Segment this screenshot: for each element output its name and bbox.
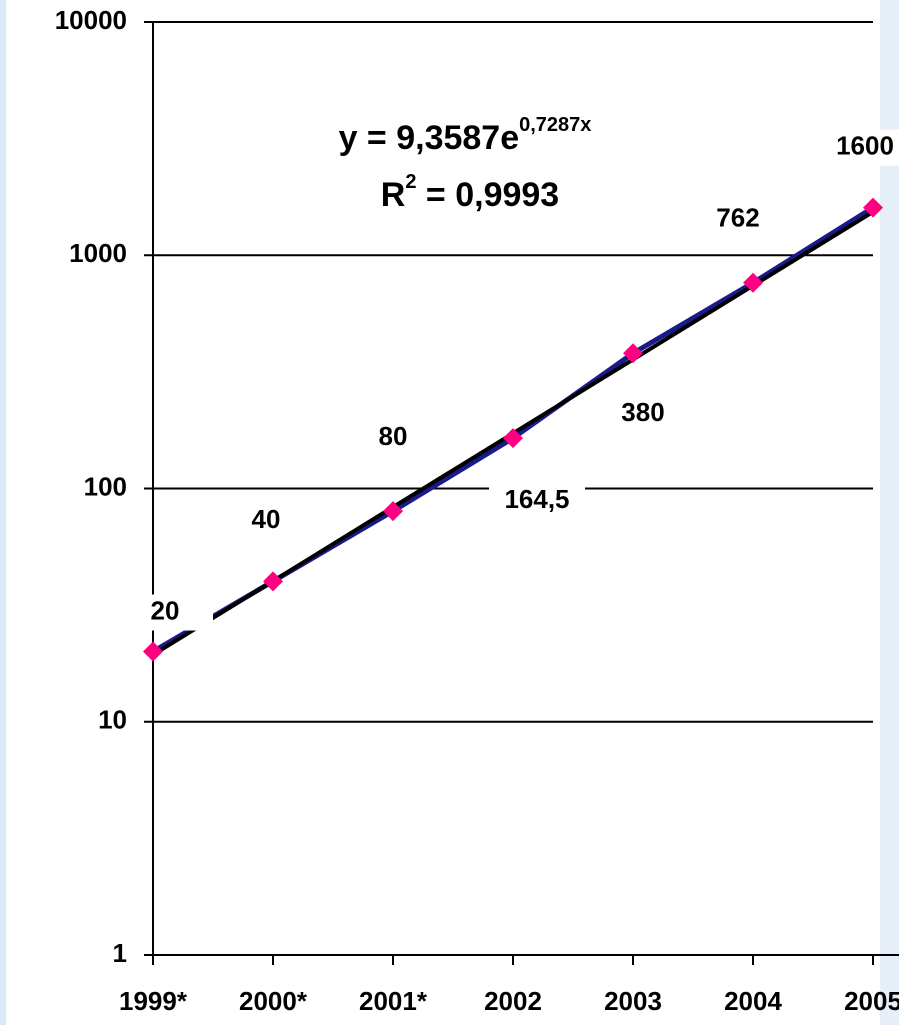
trend-equation: y = 9,3587e0,7287x	[339, 114, 592, 157]
y-tick-label: 10000	[55, 5, 127, 35]
data-label: 164,5	[504, 484, 569, 514]
y-tick-label: 1	[113, 938, 127, 968]
x-tick-label: 2002	[484, 986, 542, 1016]
x-tick-label: 2000*	[239, 986, 308, 1016]
equation-text: y = 9,3587e	[339, 119, 520, 157]
data-point	[383, 501, 403, 522]
data-label: 80	[379, 421, 408, 451]
label-bg	[817, 129, 899, 166]
x-tick-label: 2005	[844, 986, 899, 1016]
equation-exponent: 0,7287x	[519, 114, 591, 136]
x-tick-label: 1999*	[119, 986, 188, 1016]
label-bg	[345, 420, 441, 457]
data-label: 380	[621, 397, 664, 427]
label-bg	[595, 396, 691, 433]
data-point	[863, 197, 883, 218]
x-tick-label: 2003	[604, 986, 662, 1016]
y-tick-label: 10	[98, 705, 127, 735]
label-bg	[218, 503, 314, 540]
right-strip	[880, 0, 899, 1025]
data-point	[623, 343, 643, 364]
y-tick-label: 100	[84, 471, 127, 501]
r-value: = 0,9993	[416, 176, 559, 214]
data-point	[143, 641, 163, 662]
label-bg	[690, 201, 786, 238]
left-strip	[0, 0, 6, 1025]
x-tick-label: 2001*	[359, 986, 428, 1016]
r-exponent: 2	[405, 171, 416, 193]
data-label: 40	[252, 504, 281, 534]
data-point	[743, 272, 763, 293]
label-bg	[117, 594, 213, 631]
r-text: R	[381, 176, 406, 214]
y-tick-label: 1000	[69, 238, 127, 268]
x-tick-label: 2004	[724, 986, 782, 1016]
data-point	[263, 571, 283, 592]
data-label: 1600	[836, 131, 894, 161]
data-point	[503, 428, 523, 449]
data-label: 762	[716, 203, 759, 233]
r-squared: R2 = 0,9993	[381, 171, 559, 214]
data-label: 20	[151, 595, 180, 625]
label-bg	[489, 483, 585, 520]
